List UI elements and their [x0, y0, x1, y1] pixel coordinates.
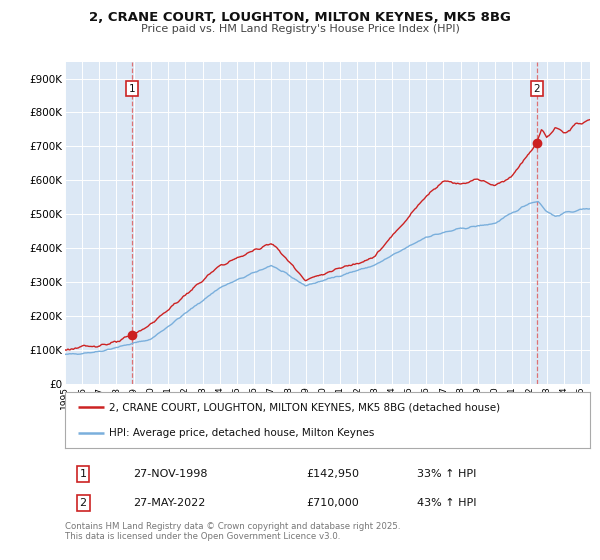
Text: 2, CRANE COURT, LOUGHTON, MILTON KEYNES, MK5 8BG: 2, CRANE COURT, LOUGHTON, MILTON KEYNES,…	[89, 11, 511, 24]
Text: £142,950: £142,950	[307, 469, 359, 479]
Text: 2: 2	[533, 83, 540, 94]
Text: 27-MAY-2022: 27-MAY-2022	[133, 498, 205, 508]
Text: £710,000: £710,000	[307, 498, 359, 508]
Text: 43% ↑ HPI: 43% ↑ HPI	[416, 498, 476, 508]
Text: 27-NOV-1998: 27-NOV-1998	[133, 469, 208, 479]
Text: 2: 2	[80, 498, 87, 508]
Text: HPI: Average price, detached house, Milton Keynes: HPI: Average price, detached house, Milt…	[109, 428, 375, 438]
Text: 33% ↑ HPI: 33% ↑ HPI	[416, 469, 476, 479]
Text: Price paid vs. HM Land Registry's House Price Index (HPI): Price paid vs. HM Land Registry's House …	[140, 24, 460, 34]
Text: Contains HM Land Registry data © Crown copyright and database right 2025.
This d: Contains HM Land Registry data © Crown c…	[65, 522, 400, 542]
Text: 1: 1	[129, 83, 136, 94]
Text: 1: 1	[80, 469, 86, 479]
Text: 2, CRANE COURT, LOUGHTON, MILTON KEYNES, MK5 8BG (detached house): 2, CRANE COURT, LOUGHTON, MILTON KEYNES,…	[109, 402, 500, 412]
